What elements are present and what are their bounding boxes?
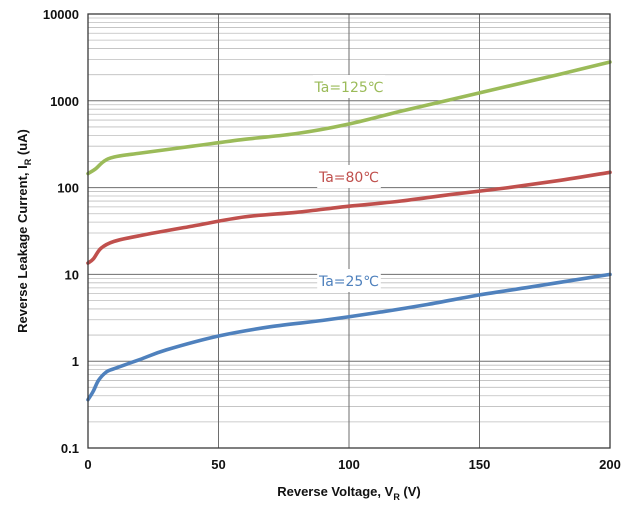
series-line-1 — [86, 170, 612, 265]
y-axis-title: Reverse Leakage Current, IR (uA) — [15, 129, 33, 333]
x-axis-title: Reverse Voltage, VR (V) — [277, 484, 421, 502]
y-tick-label: 1000 — [50, 94, 79, 109]
x-tick-label: 100 — [338, 457, 360, 472]
series-label-background — [317, 269, 381, 292]
series-label: Ta=25℃ — [318, 274, 379, 290]
x-tick-label: 200 — [599, 457, 621, 472]
series-labels: Ta=125℃ Ta=80℃ Ta=25℃ — [312, 75, 386, 292]
series-lines — [86, 60, 612, 402]
series-line-2 — [86, 272, 612, 402]
x-tick-label: 150 — [469, 457, 491, 472]
x-tick-label: 50 — [211, 457, 225, 472]
y-tick-label: 10000 — [43, 7, 79, 22]
y-tick-labels: 0.1 1 10 100 1000 10000 — [43, 7, 79, 456]
x-tick-labels: 0 50 100 150 200 — [84, 457, 620, 472]
y-tick-label: 1 — [72, 354, 79, 369]
series-label-background — [317, 165, 381, 188]
series-label: Ta=80℃ — [318, 170, 379, 186]
plot-border — [87, 13, 611, 449]
y-tick-label: 10 — [65, 267, 79, 282]
series-line-0 — [86, 60, 612, 176]
y-tick-label: 100 — [57, 181, 79, 196]
y-tick-label: 0.1 — [61, 441, 79, 456]
series-label-background — [312, 75, 386, 98]
series-label: Ta=125℃ — [314, 80, 384, 96]
x-tick-label: 0 — [84, 457, 91, 472]
